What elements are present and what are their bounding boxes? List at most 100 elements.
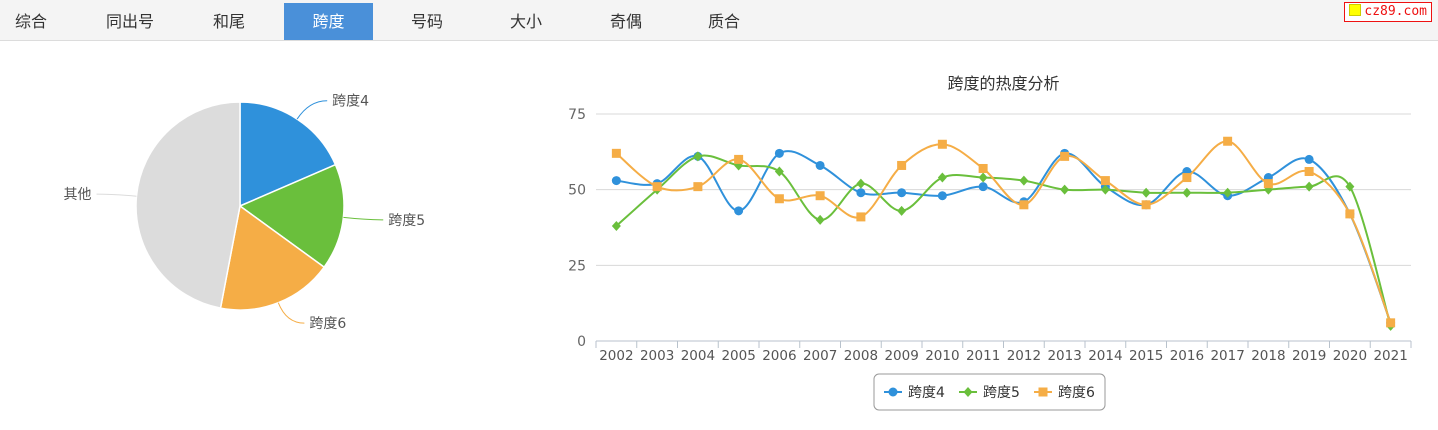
legend-marker[interactable] xyxy=(1038,387,1048,397)
legend-item[interactable]: 跨度4 xyxy=(884,385,945,401)
logo-square-icon xyxy=(1349,4,1362,16)
y-tick-label: 25 xyxy=(568,258,586,274)
x-tick-label: 2003 xyxy=(640,348,674,364)
series-line xyxy=(615,154,1392,327)
tab-span[interactable]: 跨度 xyxy=(284,3,373,40)
data-point[interactable] xyxy=(1182,187,1192,198)
tab-same-numbers[interactable]: 同出号 xyxy=(105,12,154,31)
series-group xyxy=(611,151,1396,331)
line-chart: 跨度的热度分析 0 25 50 75 2002 2003 2004 2005 2006 2007 20… xyxy=(568,74,1412,411)
x-tick-label: 2016 xyxy=(1170,348,1204,364)
x-tick-label: 2012 xyxy=(1007,348,1041,364)
data-point[interactable] xyxy=(1060,151,1070,161)
y-tick-label: 75 xyxy=(568,107,586,123)
brand-logo[interactable]: cz89.com xyxy=(1344,2,1432,22)
x-tick-label: 2006 xyxy=(762,348,796,364)
legend-marker[interactable] xyxy=(888,387,898,397)
data-point[interactable] xyxy=(978,182,988,192)
data-point[interactable] xyxy=(856,188,866,198)
data-point[interactable] xyxy=(693,182,703,192)
tab-number[interactable]: 号码 xyxy=(410,12,443,31)
data-point[interactable] xyxy=(856,212,866,222)
legend-item[interactable]: 跨度5 xyxy=(959,385,1020,401)
data-point[interactable] xyxy=(774,194,784,204)
data-point[interactable] xyxy=(1304,167,1314,177)
data-point[interactable] xyxy=(937,139,947,149)
x-tick-label: 2005 xyxy=(721,348,755,364)
data-point[interactable] xyxy=(897,205,907,216)
series-line xyxy=(616,150,1392,324)
legend-box xyxy=(873,373,1106,411)
data-point[interactable] xyxy=(693,151,703,162)
data-point[interactable] xyxy=(1386,318,1396,328)
data-point[interactable] xyxy=(1141,187,1151,198)
x-tick-label: 2010 xyxy=(925,348,959,364)
y-tick-label: 50 xyxy=(568,183,586,199)
series-group xyxy=(611,136,1396,328)
data-point[interactable] xyxy=(1182,173,1192,183)
data-point[interactable] xyxy=(815,191,825,201)
data-point[interactable] xyxy=(1304,154,1314,164)
pie-slice[interactable] xyxy=(239,101,337,208)
pie-label: 其他 xyxy=(64,187,92,203)
legend-label: 跨度4 xyxy=(908,385,945,401)
data-point[interactable] xyxy=(734,154,744,164)
data-point[interactable] xyxy=(815,160,825,170)
y-tick-label: 0 xyxy=(577,334,586,350)
data-point[interactable] xyxy=(652,182,662,192)
data-point[interactable] xyxy=(978,172,988,183)
data-point[interactable] xyxy=(774,148,784,158)
pie-slice[interactable] xyxy=(135,101,241,310)
data-point[interactable] xyxy=(611,148,621,158)
legend-label: 跨度6 xyxy=(1058,385,1095,401)
pie-label: 跨度6 xyxy=(309,316,346,332)
x-tick-label: 2004 xyxy=(681,348,715,364)
tab-bar: 综合 同出号 和尾 跨度 号码 大小 奇偶 质合 cz89.com xyxy=(0,0,1438,41)
pie-connector xyxy=(277,302,305,324)
x-tick-label: 2017 xyxy=(1210,348,1244,364)
x-tick-label: 2015 xyxy=(1129,348,1163,364)
tab-overview[interactable]: 综合 xyxy=(14,12,47,31)
legend-item[interactable]: 跨度6 xyxy=(1034,385,1095,401)
pie-connector xyxy=(96,193,137,197)
data-point[interactable] xyxy=(611,220,621,231)
data-point[interactable] xyxy=(1100,184,1110,195)
data-point[interactable] xyxy=(937,191,947,201)
data-point[interactable] xyxy=(1345,209,1355,219)
data-point[interactable] xyxy=(1223,187,1233,198)
data-point[interactable] xyxy=(856,178,866,189)
data-point[interactable] xyxy=(734,206,744,216)
tab-sum-tail[interactable]: 和尾 xyxy=(212,12,245,31)
data-point[interactable] xyxy=(897,188,907,198)
x-tick-label: 2013 xyxy=(1047,348,1081,364)
data-point[interactable] xyxy=(1100,176,1110,186)
data-point[interactable] xyxy=(1141,200,1151,210)
data-point[interactable] xyxy=(937,172,947,183)
data-point[interactable] xyxy=(611,176,621,186)
tab-prime-composite[interactable]: 质合 xyxy=(707,12,740,31)
x-tick-label: 2014 xyxy=(1088,348,1122,364)
pie-slice[interactable] xyxy=(238,163,345,269)
chart-title: 跨度的热度分析 xyxy=(947,74,1059,93)
data-point[interactable] xyxy=(978,163,988,173)
series-line xyxy=(615,140,1392,324)
data-point[interactable] xyxy=(1019,175,1029,186)
data-point[interactable] xyxy=(774,166,784,177)
data-point[interactable] xyxy=(815,214,825,225)
data-point[interactable] xyxy=(1019,200,1029,210)
legend-label: 跨度5 xyxy=(983,385,1020,401)
data-point[interactable] xyxy=(897,160,907,170)
data-point[interactable] xyxy=(1263,179,1273,189)
data-point[interactable] xyxy=(1060,184,1070,195)
data-point[interactable] xyxy=(1304,181,1314,192)
tab-odd-even[interactable]: 奇偶 xyxy=(609,12,642,31)
data-point[interactable] xyxy=(1223,136,1233,146)
legend-marker[interactable] xyxy=(963,387,973,397)
data-point[interactable] xyxy=(1345,181,1355,192)
pie-label: 跨度5 xyxy=(388,213,425,229)
tab-big-small[interactable]: 大小 xyxy=(509,12,542,31)
series-group xyxy=(611,148,1396,328)
x-tick-label: 2018 xyxy=(1251,348,1285,364)
brand-text: cz89.com xyxy=(1364,4,1427,19)
x-tick-label: 2002 xyxy=(599,348,633,364)
